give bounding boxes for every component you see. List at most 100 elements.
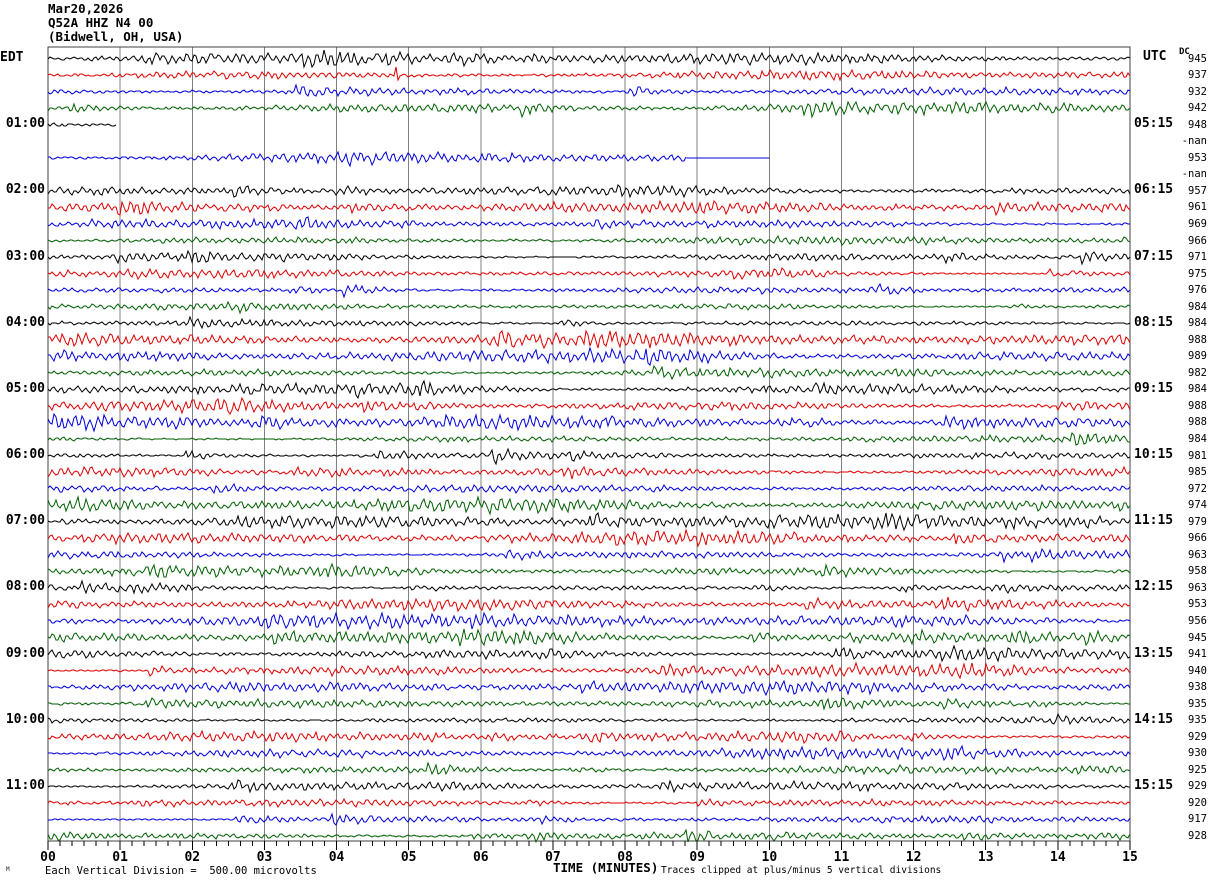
dc-value: 963 <box>1188 581 1207 594</box>
trace-row <box>47 83 1131 98</box>
edt-time-label: 05:00 <box>5 380 45 396</box>
dc-value: 945 <box>1188 631 1207 644</box>
trace-row <box>47 49 1131 69</box>
x-tick-label: 14 <box>1050 850 1066 865</box>
trace-row <box>47 512 1131 532</box>
x-axis-ticks <box>47 841 1131 850</box>
trace-row <box>47 364 1131 381</box>
utc-time-label: 08:15 <box>1134 314 1174 330</box>
dc-value: 945 <box>1188 52 1207 65</box>
trace-row <box>48 150 687 168</box>
trace-row <box>47 379 1130 400</box>
x-tick-label: 10 <box>761 850 778 865</box>
dc-value: 941 <box>1188 648 1207 661</box>
utc-time-label: 12:15 <box>1134 579 1174 595</box>
trace-row <box>47 432 1130 446</box>
dc-value: 981 <box>1188 449 1207 462</box>
dc-value: 925 <box>1188 763 1207 776</box>
trace-row <box>47 216 1130 231</box>
x-axis-title: TIME (MINUTES) <box>553 860 659 875</box>
dc-value: 917 <box>1188 813 1207 826</box>
edt-time-label: 03:00 <box>5 248 45 264</box>
trace-row <box>47 761 1131 776</box>
trace-row <box>47 797 1131 808</box>
trace-row <box>47 234 1131 247</box>
trace-row <box>47 712 1131 726</box>
dc-value: 988 <box>1188 416 1207 429</box>
trace-row <box>47 412 1131 433</box>
dc-value: 975 <box>1188 267 1207 280</box>
utc-time-label: 15:15 <box>1134 777 1174 793</box>
trace-row <box>47 267 1131 281</box>
trace-row <box>48 611 1131 631</box>
x-tick-label: 02 <box>184 850 201 865</box>
trace-row <box>48 744 1131 762</box>
dc-value: 984 <box>1188 383 1207 396</box>
utc-header: UTC <box>1143 49 1167 64</box>
x-tick-label: 08 <box>617 850 633 865</box>
trace-row <box>47 661 1131 680</box>
title-station: Q52A HHZ N4 00 <box>48 15 154 30</box>
dc-value: 932 <box>1188 85 1207 98</box>
x-tick-label: 06 <box>472 850 489 865</box>
trace-row <box>47 828 1131 844</box>
x-tick-label: 07 <box>545 850 561 865</box>
trace-row <box>47 644 1131 663</box>
edt-time-label: 01:00 <box>5 116 45 132</box>
trace-rows <box>47 49 1131 844</box>
trace-row <box>47 300 1131 315</box>
edt-time-label: 11:00 <box>5 777 45 793</box>
dc-value: 930 <box>1188 747 1207 760</box>
dc-value: 984 <box>1188 317 1207 330</box>
dc-value: 928 <box>1188 830 1207 843</box>
x-tick-label: 05 <box>400 850 417 865</box>
dc-value: 966 <box>1188 234 1207 247</box>
trace-row <box>47 528 1131 548</box>
trace-row <box>48 199 1131 217</box>
title-date: Mar20,2026 <box>48 1 124 16</box>
clipping-note: Traces clipped at plus/minus 5 vertical … <box>661 865 942 876</box>
dc-value: 929 <box>1188 780 1207 793</box>
dc-value: 963 <box>1188 548 1207 561</box>
dc-value: 988 <box>1188 399 1207 412</box>
dc-value: -nan <box>1181 168 1207 181</box>
dc-value: 988 <box>1188 333 1207 346</box>
trace-row <box>47 482 1131 495</box>
dc-value: 976 <box>1188 284 1207 297</box>
corner-mark: M <box>6 866 10 873</box>
x-tick-label: 09 <box>689 850 706 865</box>
trace-row <box>47 729 1131 744</box>
trace-row <box>47 465 1131 480</box>
trace-row <box>47 122 117 127</box>
utc-time-label: 07:15 <box>1134 248 1174 264</box>
dc-value: 929 <box>1188 730 1207 743</box>
utc-time-label: 14:15 <box>1134 711 1174 727</box>
x-tick-label: 01 <box>112 850 128 865</box>
edt-time-label: 10:00 <box>5 711 45 727</box>
x-tick-label: 12 <box>905 850 922 865</box>
vertical-scale-note: Each Vertical Division = 500.00 microvol… <box>45 865 317 877</box>
title-location: (Bidwell, OH, USA) <box>48 29 184 44</box>
dc-value: 974 <box>1188 499 1207 512</box>
trace-row <box>47 100 1131 119</box>
dc-value: 984 <box>1188 433 1207 446</box>
dc-value: 956 <box>1188 614 1207 627</box>
dc-value: 935 <box>1188 697 1207 710</box>
edt-header: EDT <box>0 50 24 65</box>
trace-row <box>48 679 1131 697</box>
dc-value: 948 <box>1188 118 1207 131</box>
x-tick-label: 13 <box>977 850 994 865</box>
trace-row <box>47 184 1131 199</box>
dc-value: 935 <box>1188 714 1207 727</box>
utc-time-label: 10:15 <box>1134 447 1174 463</box>
trace-row <box>48 697 1130 711</box>
trace-row <box>48 812 1131 826</box>
x-tick-label: 00 <box>40 850 56 865</box>
minute-gridlines <box>119 47 1059 841</box>
trace-row <box>48 346 1131 366</box>
edt-time-label: 04:00 <box>5 314 45 330</box>
dc-value: 985 <box>1188 466 1207 479</box>
utc-time-label: 05:15 <box>1134 116 1174 132</box>
dc-value: 920 <box>1188 796 1207 809</box>
